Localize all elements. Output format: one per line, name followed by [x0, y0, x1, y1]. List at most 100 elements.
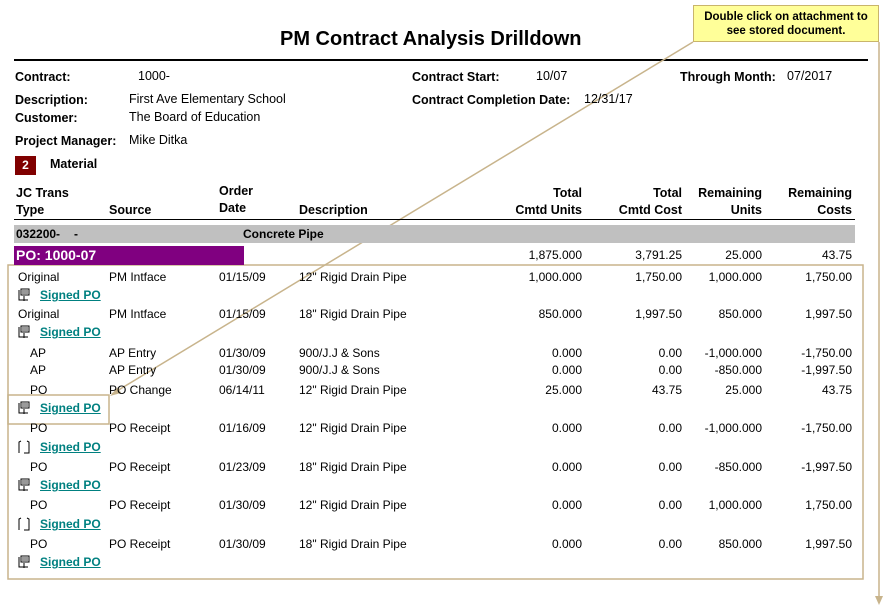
- contract-value: 1000-: [138, 69, 170, 83]
- row-remaining-costs: 43.75: [821, 383, 852, 397]
- row-cmtd-cost: 0.00: [658, 421, 682, 435]
- row-source: PO Change: [109, 383, 172, 397]
- category-badge: 2: [15, 156, 36, 175]
- row-remaining-units: -1,000.000: [704, 421, 762, 435]
- row-cmtd-cost: 0.00: [658, 498, 682, 512]
- row-description: 18" Rigid Drain Pipe: [299, 460, 407, 474]
- col-source: Source: [109, 203, 152, 217]
- col-total-cmtd-cost: Total Cmtd Cost: [618, 186, 682, 217]
- completion-date-value: 12/31/17: [584, 92, 633, 106]
- callout-line-1: Double click on attachment to: [704, 11, 868, 23]
- attachment-highlight-box: [7, 394, 110, 425]
- row-description: 12" Rigid Drain Pipe: [299, 421, 407, 435]
- row-remaining-units: 850.000: [718, 537, 762, 551]
- row-remaining-costs: -1,750.00: [801, 421, 852, 435]
- header-rule: [14, 219, 855, 220]
- row-remaining-costs: 1,750.00: [805, 498, 852, 512]
- col-jc-trans-type: JC Trans Type: [16, 186, 69, 217]
- row-type: PO: [30, 498, 48, 512]
- po-remaining-units: 25.000: [725, 248, 762, 262]
- po-total-cmtd-units: 1,875.000: [528, 248, 582, 262]
- signed-po-link[interactable]: Signed PO: [40, 401, 101, 415]
- row-cmtd-cost: 1,750.00: [635, 270, 682, 284]
- row-date: 06/14/11: [219, 383, 265, 397]
- row-source: PO Receipt: [109, 537, 171, 551]
- phase-dash: -: [74, 227, 78, 241]
- paperclip-document-icon[interactable]: [16, 324, 32, 340]
- signed-po-link[interactable]: Signed PO: [40, 288, 101, 302]
- row-cmtd-units: 0.000: [551, 537, 582, 551]
- paperclip-document-icon[interactable]: [16, 287, 32, 303]
- customer-value: The Board of Education: [129, 110, 261, 124]
- row-description: 12" Rigid Drain Pipe: [299, 383, 407, 397]
- row-remaining-units: -850.000: [714, 363, 762, 377]
- row-cmtd-units: 0.000: [551, 498, 582, 512]
- col-total-cmtd-units: Total Cmtd Units: [515, 186, 582, 217]
- row-cmtd-units: 0.000: [551, 460, 582, 474]
- col-remaining-costs: Remaining Costs: [788, 186, 852, 217]
- contract-start-label: Contract Start:: [412, 70, 500, 84]
- signed-po-link[interactable]: Signed PO: [40, 555, 101, 569]
- po-bar[interactable]: PO: 1000-07: [14, 246, 244, 265]
- row-remaining-units: -850.000: [714, 460, 762, 474]
- description-label: Description:: [15, 93, 88, 107]
- row-cmtd-units: 0.000: [551, 421, 582, 435]
- row-date: 01/16/09: [219, 421, 266, 435]
- row-cmtd-units: 0.000: [551, 363, 582, 377]
- row-source: PO Receipt: [109, 498, 171, 512]
- row-type: PO: [30, 460, 48, 474]
- row-type: PO: [30, 383, 48, 397]
- contract-label: Contract:: [15, 70, 71, 84]
- signed-po-link[interactable]: Signed PO: [40, 517, 101, 531]
- row-date: 01/30/09: [219, 537, 266, 551]
- signed-po-link[interactable]: Signed PO: [40, 478, 101, 492]
- row-cmtd-cost: 1,997.50: [635, 307, 682, 321]
- row-cmtd-units: 0.000: [551, 346, 582, 360]
- row-cmtd-units: 1,000.000: [528, 270, 582, 284]
- row-date: 01/30/09: [219, 498, 266, 512]
- paperclip-document-icon[interactable]: [16, 516, 32, 532]
- row-remaining-costs: -1,997.50: [801, 460, 852, 474]
- row-date: 01/15/09: [219, 270, 266, 284]
- signed-po-link[interactable]: Signed PO: [40, 325, 101, 339]
- row-remaining-costs: 1,997.50: [805, 537, 852, 551]
- row-cmtd-cost: 0.00: [658, 537, 682, 551]
- row-source: PO Receipt: [109, 421, 171, 435]
- row-cmtd-cost: 43.75: [651, 383, 682, 397]
- category-label: Material: [50, 157, 98, 171]
- callout-line-2: see stored document.: [726, 25, 846, 37]
- row-description: 18" Rigid Drain Pipe: [299, 537, 407, 551]
- signed-po-link[interactable]: Signed PO: [40, 440, 101, 454]
- row-description: 900/J.J & Sons: [299, 363, 380, 377]
- row-description: 18" Rigid Drain Pipe: [299, 307, 407, 321]
- report-title: PM Contract Analysis Drilldown: [280, 28, 582, 50]
- row-type: PO: [30, 421, 48, 435]
- row-cmtd-cost: 0.00: [658, 346, 682, 360]
- through-month-label: Through Month:: [680, 70, 776, 84]
- col-order-date: Order Date: [219, 184, 254, 215]
- col-remaining-units: Remaining Units: [698, 186, 762, 217]
- po-total-cmtd-cost: 3,791.25: [635, 248, 682, 262]
- row-remaining-units: -1,000.000: [704, 346, 762, 360]
- row-type: AP: [30, 363, 47, 377]
- row-cmtd-cost: 0.00: [658, 363, 682, 377]
- paperclip-document-icon[interactable]: [16, 400, 32, 416]
- row-remaining-costs: 1,750.00: [805, 270, 852, 284]
- callout-pointer-head: [110, 387, 121, 396]
- paperclip-document-icon[interactable]: [16, 439, 32, 455]
- row-cmtd-units: 850.000: [538, 307, 582, 321]
- row-description: 12" Rigid Drain Pipe: [299, 270, 407, 284]
- row-description: 12" Rigid Drain Pipe: [299, 498, 407, 512]
- row-date: 01/15/09: [219, 307, 266, 321]
- paperclip-document-icon[interactable]: [16, 554, 32, 570]
- paperclip-document-icon[interactable]: [16, 477, 32, 493]
- row-source: PO Receipt: [109, 460, 171, 474]
- po-remaining-costs: 43.75: [821, 248, 852, 262]
- through-month-value: 07/2017: [787, 69, 833, 83]
- row-remaining-units: 1,000.000: [708, 270, 762, 284]
- row-remaining-costs: -1,750.00: [801, 346, 852, 360]
- row-remaining-units: 25.000: [725, 383, 762, 397]
- row-remaining-costs: 1,997.50: [805, 307, 852, 321]
- row-date: 01/30/09: [219, 346, 266, 360]
